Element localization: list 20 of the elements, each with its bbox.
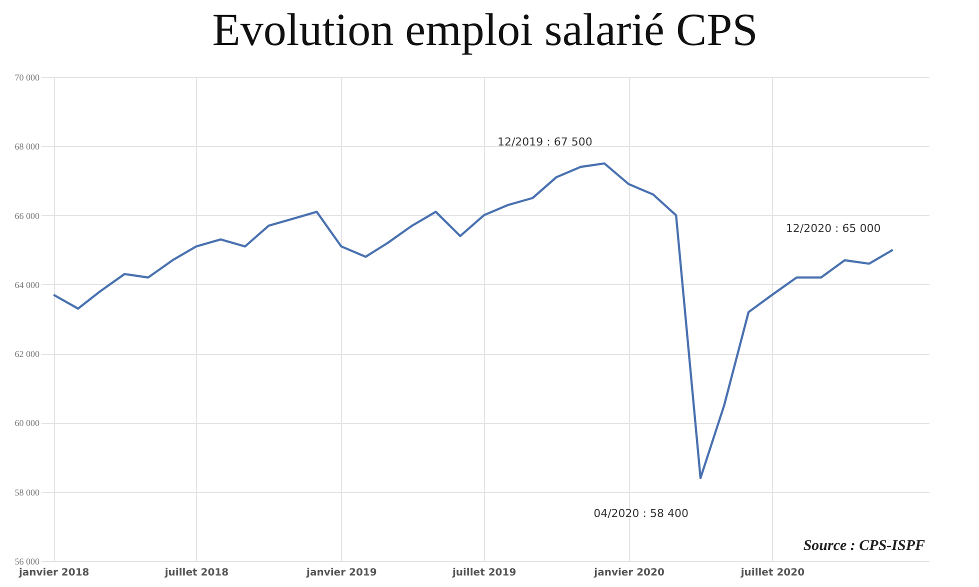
- x-tick-label: janvier 2018: [18, 568, 90, 578]
- y-tick-label: 56 000: [14, 556, 40, 566]
- y-tick-label: 60 000: [14, 418, 40, 428]
- x-tick-label: janvier 2019: [306, 568, 377, 578]
- y-tick-label: 64 000: [14, 280, 40, 290]
- annotation: Source : CPS-ISPF: [803, 538, 925, 554]
- y-tick-label: 68 000: [14, 142, 40, 152]
- chart-title: Evolution emploi salarié CPS: [212, 4, 758, 55]
- y-tick-label: 58 000: [14, 487, 40, 498]
- annotation: 12/2019 : 67 500: [497, 135, 592, 148]
- y-tick-label: 66 000: [14, 210, 40, 221]
- y-tick-label: 70 000: [14, 72, 40, 82]
- y-tick-label: 62 000: [14, 349, 40, 360]
- annotation: 12/2020 : 65 000: [786, 222, 881, 235]
- x-tick-label: juillet 2019: [451, 568, 516, 578]
- annotation: 04/2020 : 58 400: [594, 507, 688, 520]
- x-tick-label: janvier 2020: [593, 568, 664, 578]
- x-tick-label: juillet 2018: [164, 568, 229, 578]
- x-tick-label: juillet 2020: [740, 568, 805, 578]
- line-series: [52, 162, 894, 480]
